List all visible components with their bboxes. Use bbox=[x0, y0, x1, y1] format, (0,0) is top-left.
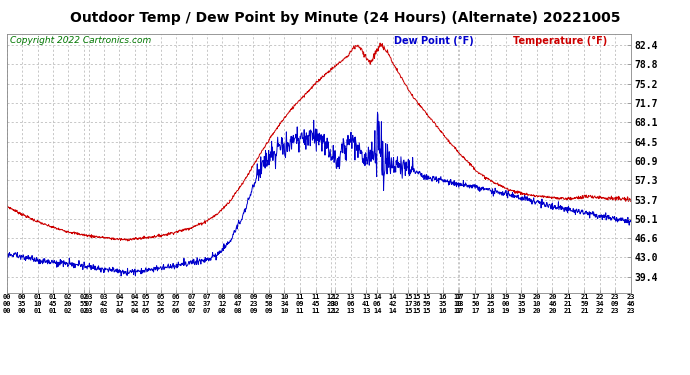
Text: Outdoor Temp / Dew Point by Minute (24 Hours) (Alternate) 20221005: Outdoor Temp / Dew Point by Minute (24 H… bbox=[70, 11, 620, 25]
Text: Temperature (°F): Temperature (°F) bbox=[513, 36, 607, 46]
Text: Copyright 2022 Cartronics.com: Copyright 2022 Cartronics.com bbox=[10, 36, 151, 45]
Text: Dew Point (°F): Dew Point (°F) bbox=[394, 36, 474, 46]
